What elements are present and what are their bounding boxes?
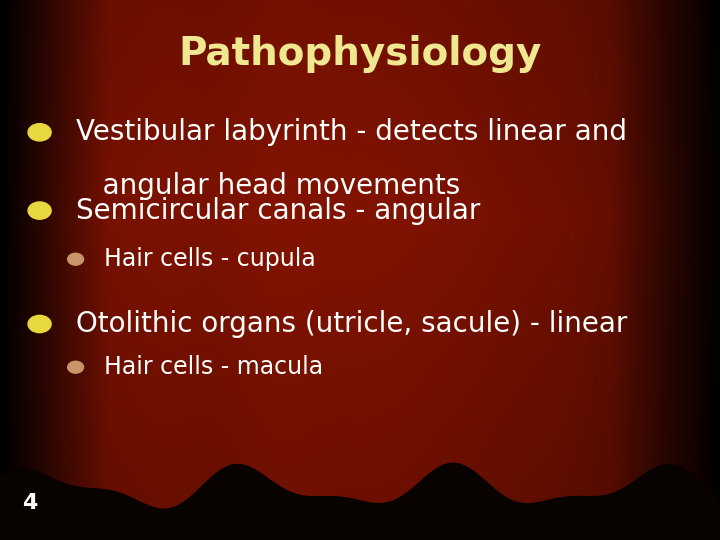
Text: Pathophysiology: Pathophysiology (179, 35, 541, 73)
Circle shape (28, 315, 51, 333)
Text: angular head movements: angular head movements (76, 172, 460, 200)
Circle shape (68, 253, 84, 265)
Text: Semicircular canals - angular: Semicircular canals - angular (76, 197, 480, 225)
Circle shape (28, 202, 51, 219)
Text: Hair cells - cupula: Hair cells - cupula (104, 247, 316, 271)
Circle shape (28, 124, 51, 141)
Text: Hair cells - macula: Hair cells - macula (104, 355, 323, 379)
Text: 4: 4 (22, 493, 37, 513)
Text: Otolithic organs (utricle, sacule) - linear: Otolithic organs (utricle, sacule) - lin… (76, 310, 627, 338)
Circle shape (68, 361, 84, 373)
Text: Vestibular labyrinth - detects linear and: Vestibular labyrinth - detects linear an… (76, 118, 626, 146)
